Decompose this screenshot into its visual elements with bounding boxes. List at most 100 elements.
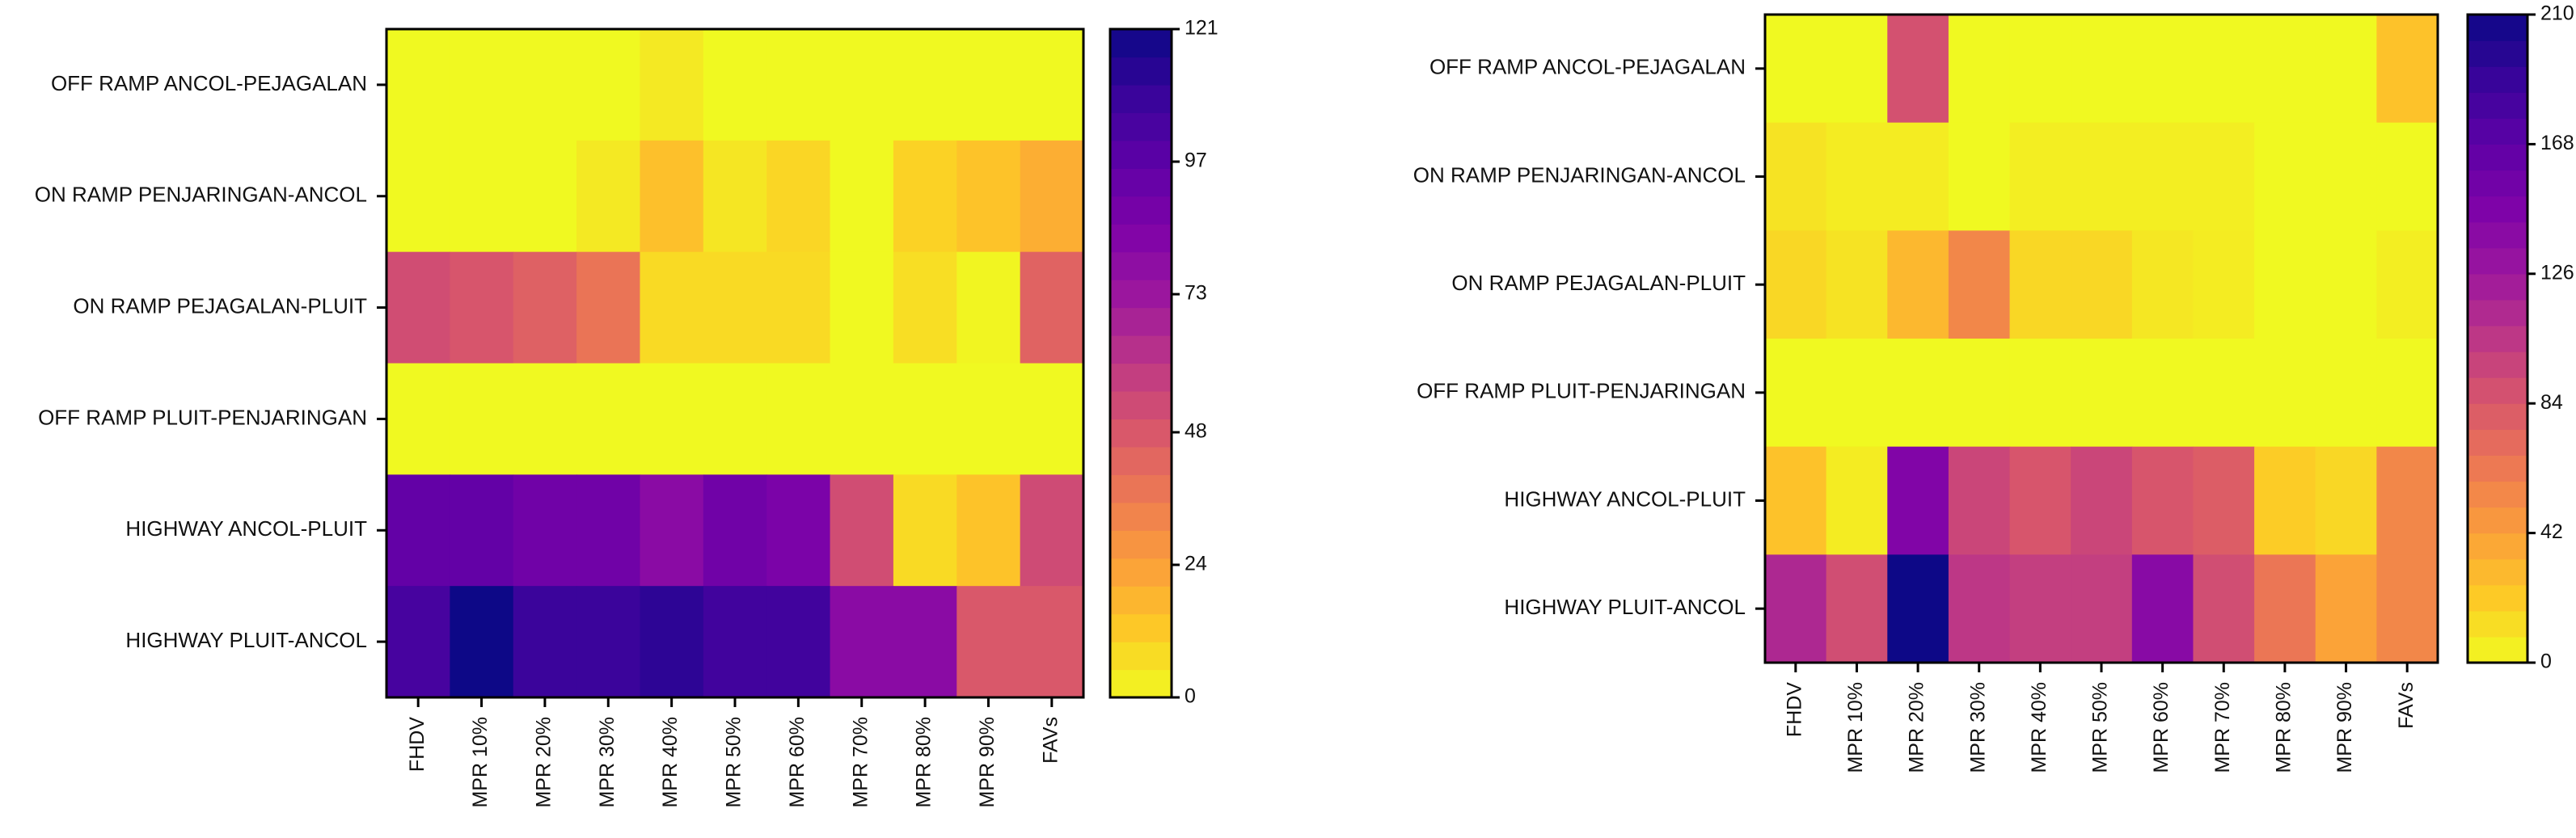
heatmap-cell — [640, 29, 704, 141]
heatmap-cell — [1020, 474, 1084, 587]
heatmap-cell — [2376, 15, 2439, 124]
heatmap-cell — [2131, 339, 2194, 448]
column-label: FAVs — [1039, 717, 1062, 764]
heatmap-cell — [1948, 122, 2011, 231]
column-label: MPR 80% — [913, 717, 935, 808]
colorbar-band — [2468, 15, 2527, 41]
heatmap-cell — [2071, 339, 2133, 448]
colorbar-band — [2468, 403, 2527, 430]
colorbar-band — [2468, 636, 2527, 663]
colorbar-band — [1110, 196, 1172, 225]
row-label: HIGHWAY ANCOL-PLUIT — [125, 516, 367, 541]
colorbar-band — [2468, 558, 2527, 586]
heatmap-cell — [2071, 446, 2133, 555]
row-label: OFF RAMP ANCOL-PEJAGALAN — [51, 71, 367, 95]
colorbar-band — [2468, 533, 2527, 560]
heatmap-cell — [1948, 446, 2011, 555]
heatmap-cell — [1887, 339, 1949, 448]
heatmap-cell — [386, 140, 450, 253]
heatmap-cell — [513, 363, 577, 475]
colorbar-band — [1110, 307, 1172, 336]
heatmap-cell — [766, 474, 831, 587]
column-label: MPR 40% — [2028, 682, 2050, 773]
heatmap-cell — [766, 251, 831, 364]
column-label: FHDV — [1783, 682, 1805, 737]
heatmap-cell — [2071, 122, 2133, 231]
colorbar-band — [1110, 419, 1172, 448]
heatmap-cell — [766, 140, 831, 253]
heatmap-cell — [893, 363, 957, 475]
column-label: MPR 20% — [1906, 682, 1928, 773]
colorbar-band — [2468, 429, 2527, 456]
heatmap-cell — [956, 29, 1021, 141]
column-label: MPR 30% — [1966, 682, 1989, 773]
heatmap-cell — [2315, 15, 2377, 124]
column-label: MPR 90% — [2333, 682, 2356, 773]
colorbar-band — [1110, 335, 1172, 364]
colorbar-band — [1110, 112, 1172, 141]
heatmap-cell — [576, 586, 641, 698]
heatmap-cell — [703, 29, 767, 141]
row-label: ON RAMP PEJAGALAN-PLUIT — [73, 293, 367, 318]
colorbar-band — [2468, 377, 2527, 404]
colorbar-band — [1110, 280, 1172, 309]
heatmap-cell — [830, 251, 894, 364]
column-label: MPR 80% — [2273, 682, 2295, 773]
heatmap-cell — [1948, 554, 2011, 663]
heatmap-cell — [830, 586, 894, 698]
heatmap-cell — [1826, 122, 1888, 231]
colorbar-band — [1110, 558, 1172, 587]
colorbar-band — [2468, 92, 2527, 119]
heatmap-cell — [956, 363, 1021, 475]
heatmap-cell — [1765, 446, 1827, 555]
heatmap-cell — [386, 29, 450, 141]
heatmap-cell — [386, 586, 450, 698]
colorbar-band — [2468, 170, 2527, 197]
colorbar-tick-label: 97 — [1185, 149, 1207, 172]
heatmap-cell — [1020, 363, 1084, 475]
column-label: MPR 30% — [596, 717, 619, 808]
heatmap-cell — [2376, 339, 2439, 448]
column-label: MPR 60% — [786, 717, 809, 808]
heatmap-cell — [1887, 446, 1949, 555]
heatmap-cell — [893, 586, 957, 698]
heatmap-cell — [2009, 554, 2071, 663]
heatmap-cell — [1020, 586, 1084, 698]
colorbar-tick-label: 84 — [2540, 391, 2563, 414]
heatmap-cell — [830, 29, 894, 141]
heatmap-cell — [576, 363, 641, 475]
heatmap-cell — [2071, 554, 2133, 663]
heatmap-cell — [2009, 15, 2071, 124]
heatmap-cell — [2376, 122, 2439, 231]
heatmap-cell — [2254, 446, 2316, 555]
heatmap-cell — [1887, 230, 1949, 339]
heatmap-cell — [450, 586, 514, 698]
heatmap-cell — [1826, 15, 1888, 124]
heatmap-cell — [1887, 15, 1949, 124]
heatmap-cell — [1826, 339, 1888, 448]
colorbar-band — [2468, 40, 2527, 67]
heatmap-cell — [2254, 554, 2316, 663]
colorbar-tick-label: 0 — [1185, 685, 1196, 708]
heatmap-cell — [1765, 122, 1827, 231]
heatmap-cell — [1887, 122, 1949, 231]
heatmap-cell — [830, 140, 894, 253]
column-label: FHDV — [406, 717, 429, 772]
heatmap-cell — [640, 251, 704, 364]
colorbar-band — [1110, 363, 1172, 392]
heatmap-cell — [386, 474, 450, 587]
heatmap-cell — [576, 29, 641, 141]
heatmap-cell — [2193, 446, 2255, 555]
row-label: OFF RAMP PLUIT-PENJARINGAN — [38, 405, 367, 429]
heatmap-cell — [766, 363, 831, 475]
heatmap-cell — [1020, 29, 1084, 141]
column-label: MPR 10% — [469, 717, 492, 808]
heatmap-cell — [2315, 554, 2377, 663]
heatmap-cell — [1826, 446, 1888, 555]
heatmap-cell — [450, 474, 514, 587]
colorbar-band — [2468, 247, 2527, 275]
colorbar-tick-label: 0 — [2540, 651, 2552, 673]
heatmap-cell — [830, 363, 894, 475]
heatmap-cell — [640, 140, 704, 253]
heatmap-cell — [513, 29, 577, 141]
